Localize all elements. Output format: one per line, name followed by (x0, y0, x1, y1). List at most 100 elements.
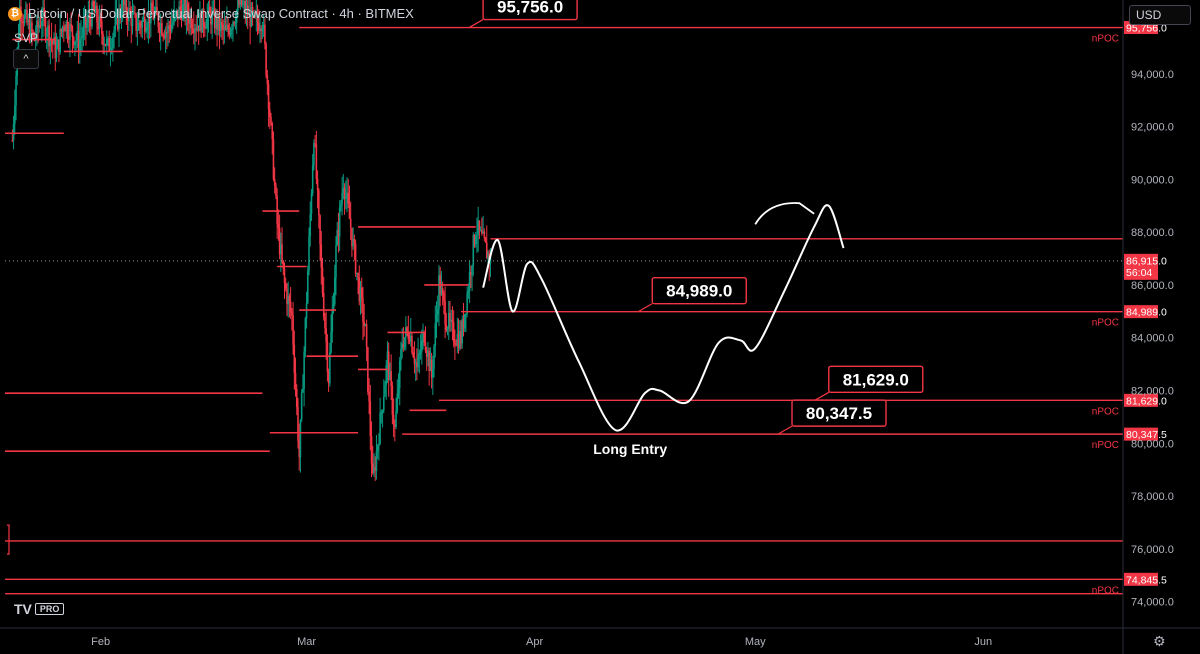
candle-body (162, 35, 164, 37)
collapse-button[interactable]: ^ (13, 49, 39, 69)
npoc-tag: nPOC (1092, 34, 1119, 45)
candle-body (179, 6, 182, 10)
y-tick-label: 90,000.0 (1131, 174, 1174, 186)
candle-body (244, 1, 247, 14)
candle-body (341, 193, 343, 205)
candle-body (473, 235, 476, 245)
candle-body (48, 25, 50, 47)
candle-body (107, 37, 109, 39)
candle-body (240, 0, 243, 5)
candle-body (474, 235, 477, 245)
candle-body (200, 13, 202, 33)
candle-body (199, 13, 201, 32)
candle-body (270, 116, 272, 124)
candle-body (357, 272, 359, 278)
candle-body (98, 16, 101, 30)
candle-body (319, 215, 321, 245)
svp-indicator-label[interactable]: SVP (14, 31, 39, 45)
candle-body (229, 29, 232, 35)
candle-body (477, 220, 479, 235)
symbol-title[interactable]: Bitcoin / US Dollar Perpetual Inverse Sw… (28, 6, 414, 21)
candle-body (196, 25, 199, 30)
candle-body (177, 9, 179, 19)
candle-body (353, 238, 356, 244)
candle-body (92, 1, 95, 7)
candle-body (420, 340, 423, 352)
candle-body (53, 37, 55, 45)
candle-body (86, 22, 88, 28)
y-tick-label: 82,000.0 (1131, 386, 1174, 398)
candle-body (25, 9, 27, 15)
candle-body (184, 0, 187, 19)
candle-body (178, 6, 180, 19)
candle-body (150, 2, 152, 24)
candle-body (226, 24, 228, 30)
candle-body (321, 267, 324, 293)
candle-body (64, 27, 66, 32)
candle-body (87, 15, 90, 23)
candle-body (194, 28, 196, 33)
candle-body (77, 30, 80, 52)
candle-body (147, 12, 150, 28)
candle-body (391, 386, 394, 415)
candle-body (375, 451, 378, 472)
candle-body (402, 343, 405, 348)
candle-body (183, 0, 185, 5)
callout-box (482, 0, 578, 21)
candle-body (67, 35, 70, 40)
candle-body (291, 311, 293, 316)
settings-icon[interactable]: ⚙ (1153, 633, 1166, 649)
candle-body (246, 5, 249, 16)
y-tick-label: 88,000.0 (1131, 227, 1174, 239)
candle-body (131, 13, 134, 27)
candle-body (251, 6, 254, 14)
tradingview-logo[interactable]: TV PRO (14, 601, 65, 617)
candle-body (17, 36, 20, 49)
candle-body (408, 339, 411, 342)
candle-body (126, 14, 129, 22)
candle-body (429, 359, 432, 372)
candle-body (394, 423, 396, 428)
level-axis-label: 74,845.5 (1126, 574, 1167, 586)
candle-body (66, 21, 69, 36)
candle-body (310, 193, 313, 215)
candle-body (315, 144, 318, 180)
candle-body (352, 238, 354, 247)
candle-body (192, 29, 195, 33)
candle-body (381, 410, 384, 413)
candle-body (181, 4, 184, 20)
candle-body (156, 7, 158, 16)
candle-body (445, 324, 448, 331)
candle-body (186, 3, 189, 17)
candle-body (103, 44, 106, 46)
candle-body (130, 13, 133, 27)
candle-body (385, 365, 388, 385)
candle-body (113, 30, 115, 38)
candle-body (392, 414, 395, 424)
pro-badge: PRO (34, 603, 65, 615)
x-tick-label: Apr (526, 636, 543, 648)
candle-body (299, 419, 302, 458)
candle-body (386, 351, 389, 366)
npoc-tag: nPOC (1092, 406, 1119, 417)
candle-body (45, 34, 48, 37)
candle-body (90, 19, 92, 27)
candle-body (268, 109, 271, 117)
candle-body (466, 293, 468, 314)
candle-body (349, 218, 352, 228)
currency-selector[interactable]: USD (1129, 5, 1191, 25)
candle-body (303, 351, 305, 389)
candle-body (169, 28, 172, 32)
candle-body (331, 310, 334, 332)
candle-body (128, 8, 130, 22)
candle-body (289, 301, 292, 312)
candle-body (423, 332, 426, 343)
candle-body (256, 14, 259, 23)
candle-body (441, 288, 444, 294)
candle-body (418, 353, 421, 356)
candle-body (243, 1, 245, 3)
y-tick-label: 94,000.0 (1131, 69, 1174, 81)
candle-body (360, 287, 363, 298)
